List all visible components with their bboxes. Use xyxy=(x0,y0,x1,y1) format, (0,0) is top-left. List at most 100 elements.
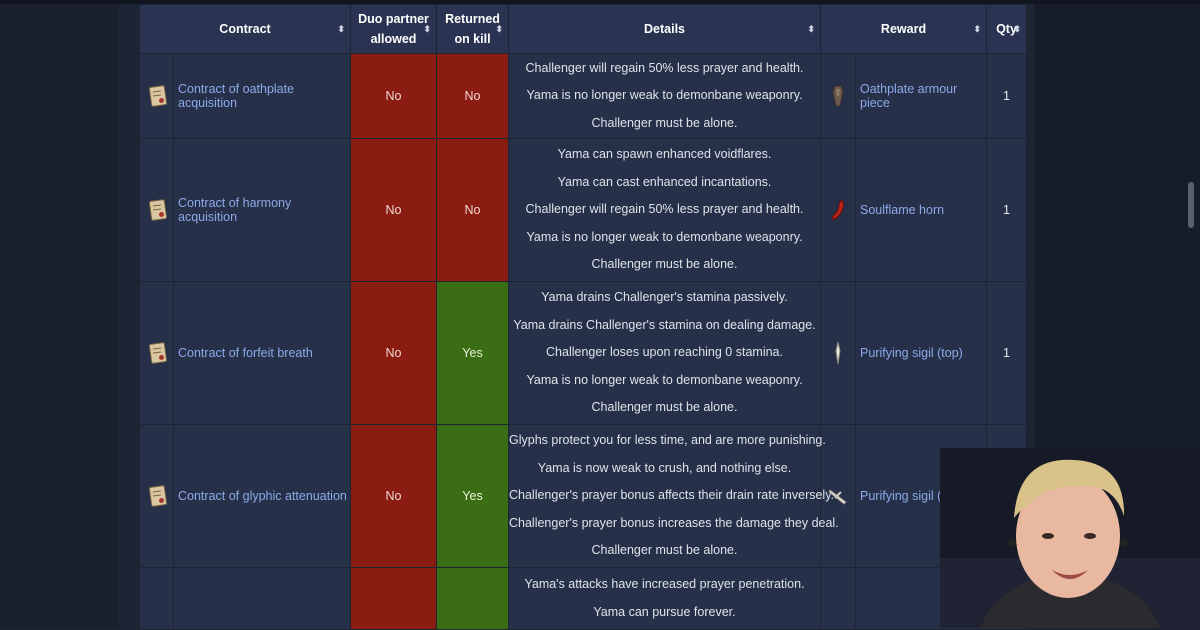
detail-line: Glyphs protect you for less time, and ar… xyxy=(509,433,826,448)
detail-line: Yama can cast enhanced incantations. xyxy=(557,174,772,189)
header-details-label: Details xyxy=(644,22,685,36)
sort-icon[interactable]: ⬍ xyxy=(807,24,815,34)
streamer-webcam-overlay xyxy=(940,448,1200,628)
returned-on-kill-cell: Yes xyxy=(436,424,509,568)
contract-icon-cell xyxy=(139,567,174,630)
table-row: Yama's attacks have increased prayer pen… xyxy=(139,567,1027,630)
detail-line: Challenger's prayer bonus affects their … xyxy=(509,488,835,503)
table-row: Contract of glyphic attenuation No Yes Glyp… xyxy=(139,424,1027,568)
top-strip xyxy=(0,0,1200,4)
table-row: Contract of forfeit breath No Yes Yama drai… xyxy=(139,281,1027,425)
contract-link[interactable]: Contract of glyphic attenuation xyxy=(178,489,347,503)
contract-name-cell: Contract of glyphic attenuation xyxy=(173,424,351,568)
contract-name-cell: Contract of harmony acquisition xyxy=(173,138,351,282)
detail-line: Yama can spawn enhanced voidflares. xyxy=(557,147,772,162)
detail-line: Yama drains Challenger's stamina on deal… xyxy=(513,317,816,332)
contract-scroll-icon[interactable] xyxy=(147,198,167,221)
detail-line: Challenger's prayer bonus increases the … xyxy=(509,515,839,530)
contract-icon-cell xyxy=(139,53,174,139)
reward-icon-cell xyxy=(820,138,856,282)
duo-partner-cell: No xyxy=(350,424,437,568)
details-cell: Yama drains Challenger's stamina passive… xyxy=(508,281,821,425)
reward-icon-cell xyxy=(820,281,856,425)
contract-icon-cell xyxy=(139,138,174,282)
detail-line: Yama's attacks have increased prayer pen… xyxy=(524,576,805,591)
duo-partner-cell xyxy=(350,567,437,630)
detail-line: Challenger must be alone. xyxy=(591,400,738,415)
sort-icon[interactable]: ⬍ xyxy=(337,24,345,34)
details-cell: Challenger will regain 50% less prayer a… xyxy=(508,53,821,139)
purifying-sigil-top-icon[interactable] xyxy=(827,341,849,365)
oathplate-armour-icon[interactable] xyxy=(827,85,849,107)
contract-link[interactable]: Contract of oathplate acquisition xyxy=(178,82,295,110)
header-qty[interactable]: Qty ⬍ xyxy=(986,4,1027,54)
qty-cell: 1 xyxy=(986,138,1027,282)
returned-on-kill-cell: No xyxy=(436,138,509,282)
reward-icon-cell xyxy=(820,567,856,630)
reward-icon-cell xyxy=(820,424,856,568)
details-cell: Glyphs protect you for less time, and ar… xyxy=(508,424,839,568)
header-reward[interactable]: Reward ⬍ xyxy=(820,4,987,54)
header-qty-label: Qty xyxy=(996,22,1017,36)
contract-link[interactable]: Contract of forfeit breath xyxy=(178,346,313,360)
detail-line: Yama is no longer weak to demonbane weap… xyxy=(526,229,803,244)
contract-name-cell xyxy=(173,567,351,630)
header-reward-label: Reward xyxy=(880,22,927,36)
details-cell: Yama can spawn enhanced voidflares. Yama … xyxy=(508,138,821,282)
duo-partner-cell: No xyxy=(350,53,437,139)
contract-name-cell: Contract of forfeit breath xyxy=(173,281,351,425)
streamer-webcam-image xyxy=(940,448,1200,628)
detail-line: Yama can pursue forever. xyxy=(593,604,736,619)
contract-scroll-icon[interactable] xyxy=(147,341,167,364)
header-duo-label-2: allowed xyxy=(370,32,417,46)
table-row: Contract of oathplate acquisition No No Cha… xyxy=(139,53,1027,139)
sort-icon[interactable]: ⬍ xyxy=(423,24,431,34)
returned-on-kill-cell: No xyxy=(436,53,509,139)
qty-cell: 1 xyxy=(986,281,1027,425)
sort-icon[interactable]: ⬍ xyxy=(1013,24,1021,34)
contract-link[interactable]: Contract of harmony acquisition xyxy=(178,196,292,224)
returned-on-kill-cell xyxy=(436,567,509,630)
table-row: Contract of harmony acquisition No No Yama … xyxy=(139,138,1027,282)
reward-name-cell: Soulflame horn xyxy=(855,138,987,282)
contract-icon-cell xyxy=(139,281,174,425)
reward-link[interactable]: Oathplate armour piece xyxy=(860,82,958,110)
table-header-row: Contract ⬍ Duo partner allowed ⬍ Returne… xyxy=(139,4,1027,54)
sort-icon[interactable]: ⬍ xyxy=(973,24,981,34)
header-returned-label-2: on kill xyxy=(454,32,491,46)
header-contract[interactable]: Contract ⬍ xyxy=(139,4,351,54)
left-margin xyxy=(0,0,118,628)
detail-line: Challenger must be alone. xyxy=(591,115,738,130)
detail-line: Challenger will regain 50% less prayer a… xyxy=(525,60,804,75)
contract-icon-cell xyxy=(139,424,174,568)
reward-link[interactable]: Soulflame horn xyxy=(860,203,945,217)
contract-scroll-icon[interactable] xyxy=(147,84,167,107)
reward-name-cell: Purifying sigil (top) xyxy=(855,281,987,425)
reward-name-cell: Oathplate armour piece xyxy=(855,53,987,139)
details-cell: Yama's attacks have increased prayer pen… xyxy=(508,567,821,630)
page-scrollbar[interactable] xyxy=(1188,182,1194,228)
detail-line: Yama is no longer weak to demonbane weap… xyxy=(526,372,803,387)
contracts-table: Contract ⬍ Duo partner allowed ⬍ Returne… xyxy=(139,4,1027,630)
purifying-sigil-bottom-icon[interactable] xyxy=(827,488,849,505)
contract-scroll-icon[interactable] xyxy=(147,484,167,507)
reward-link[interactable]: Purifying sigil (top) xyxy=(860,346,963,360)
detail-line: Yama is no longer weak to demonbane weap… xyxy=(526,88,803,103)
detail-line: Yama is now weak to crush, and nothing e… xyxy=(537,460,792,475)
detail-line: Yama drains Challenger's stamina passive… xyxy=(541,290,788,305)
qty-cell: 1 xyxy=(986,53,1027,139)
header-details[interactable]: Details ⬍ xyxy=(508,4,821,54)
soulflame-horn-icon[interactable] xyxy=(827,199,849,221)
header-contract-label: Contract xyxy=(219,22,271,36)
sort-icon[interactable]: ⬍ xyxy=(495,24,503,34)
detail-line: Challenger must be alone. xyxy=(591,543,738,558)
duo-partner-cell: No xyxy=(350,281,437,425)
header-duo-partner[interactable]: Duo partner allowed ⬍ xyxy=(350,4,437,54)
reward-icon-cell xyxy=(820,53,856,139)
header-duo-label-1: Duo partner xyxy=(358,12,429,26)
detail-line: Challenger loses upon reaching 0 stamina… xyxy=(546,345,783,360)
header-returned[interactable]: Returned on kill ⬍ xyxy=(436,4,509,54)
duo-partner-cell: No xyxy=(350,138,437,282)
contract-name-cell: Contract of oathplate acquisition xyxy=(173,53,351,139)
detail-line: Challenger will regain 50% less prayer a… xyxy=(525,202,804,217)
